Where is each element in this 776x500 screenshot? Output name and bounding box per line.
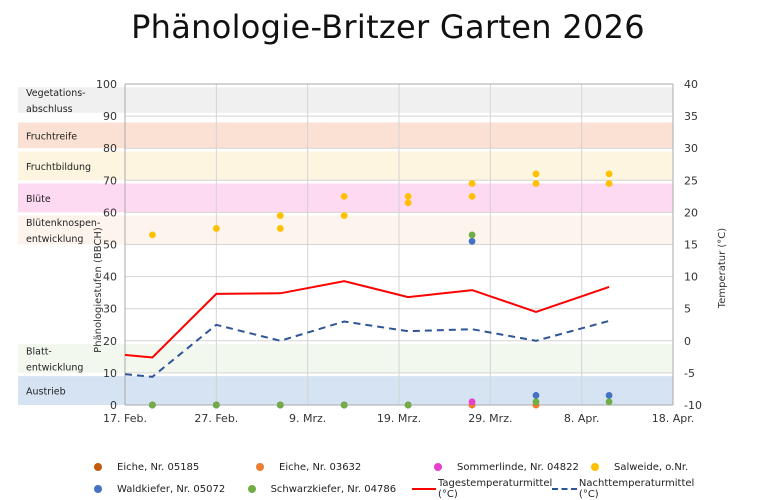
y-tick-label: 20 (103, 335, 117, 348)
data-point (605, 180, 613, 187)
x-tick-label: 8. Apr. (564, 412, 600, 425)
data-point (276, 225, 284, 232)
x-tick-label: 27. Feb. (194, 412, 238, 425)
data-point (605, 398, 613, 406)
y2-axis-title: Temperatur (°C) (717, 228, 728, 309)
data-point (340, 192, 348, 200)
data-point (468, 398, 476, 406)
data-point (468, 180, 476, 187)
x-tick-label: 17. Feb. (103, 412, 147, 425)
chart-title: Phänologie-Britzer Garten 2026 (131, 8, 645, 46)
band-label: Vegetations- (26, 88, 86, 99)
legend-marker-icon (247, 485, 256, 493)
legend-item-schwarzkiefer: Schwarzkiefer, Nr. 04786 (244, 484, 413, 495)
y2-tick-label: 25 (684, 174, 698, 187)
data-point (532, 180, 540, 187)
data-point (276, 212, 284, 220)
band-label: Blüte (26, 194, 51, 205)
data-point (468, 237, 476, 245)
legend-row-1: Eiche, Nr. 05185 Eiche, Nr. 03632 Sommer… (90, 456, 710, 478)
data-point (532, 170, 540, 178)
y-tick-label: 40 (103, 271, 117, 284)
data-point (149, 231, 156, 239)
band-4 (18, 215, 673, 245)
y2-tick-label: -10 (684, 399, 702, 412)
data-point (532, 391, 540, 399)
data-point (149, 401, 156, 409)
y-axis-title: Phänologiestufen (BBCH) (93, 227, 104, 353)
band-label: Blütenknospen- (26, 218, 100, 229)
legend-item-eiche-03632: Eiche, Nr. 03632 (252, 462, 430, 473)
x-tick-label: 18. Apr. (652, 412, 695, 425)
y2-tick-label: 0 (684, 335, 691, 348)
legend-dashed-line-icon (552, 488, 577, 490)
band-0 (18, 87, 673, 113)
legend-marker-icon (94, 485, 102, 493)
legend-solid-line-icon (412, 488, 436, 490)
y-tick-label: 60 (103, 206, 117, 219)
data-point (605, 170, 613, 178)
legend-marker-icon (256, 463, 264, 471)
y2-tick-label: 30 (684, 142, 698, 155)
band-5 (18, 344, 673, 373)
y2-tick-label: 15 (684, 239, 698, 252)
data-point (605, 391, 613, 399)
band-label: entwicklung (26, 234, 83, 245)
legend-item-nachttemperatur: Nachttemperaturmittel (°C) (552, 478, 710, 500)
y-tick-label: 70 (103, 174, 117, 187)
band-label: Austrieb (26, 387, 66, 398)
legend-item-salweide: Salweide, o.Nr. (587, 462, 688, 473)
legend-item-tagestemperatur: Tagestemperaturmittel (°C) (412, 478, 552, 500)
band-label: entwicklung (26, 362, 83, 373)
data-point (468, 192, 476, 200)
data-point (404, 401, 412, 409)
legend-item-waldkiefer: Waldkiefer, Nr. 05072 (90, 484, 244, 495)
y-tick-label: 50 (103, 239, 117, 252)
data-point (212, 225, 220, 232)
y2-tick-label: -5 (684, 367, 695, 380)
chart-plot: Vegetations-abschluss Fruchtreife Fruchtbi… (18, 78, 728, 425)
night-temperature-line (124, 319, 610, 378)
legend-item-eiche-05185: Eiche, Nr. 05185 (90, 462, 252, 473)
legend-marker-icon (591, 463, 599, 471)
legend-row-2: Waldkiefer, Nr. 05072 Schwarzkiefer, Nr.… (90, 478, 710, 500)
y-tick-label: 0 (110, 399, 117, 412)
band-label: Blatt- (26, 346, 52, 357)
data-point (468, 231, 476, 239)
data-point (212, 401, 220, 409)
band-2 (18, 151, 673, 181)
y-tick-label: 30 (103, 303, 117, 316)
y-tick-label: 80 (103, 142, 117, 155)
y2-tick-label: 10 (684, 271, 698, 284)
legend-marker-icon (94, 463, 102, 471)
data-point (404, 192, 412, 200)
y-tick-label: 100 (96, 78, 117, 91)
day-temperature-line (124, 280, 610, 359)
data-point (404, 199, 412, 207)
x-tick-label: 29. Mrz. (468, 412, 512, 425)
y-tick-label: 10 (103, 367, 117, 380)
y2-tick-label: 5 (684, 303, 691, 316)
y2-tick-label: 20 (684, 206, 698, 219)
data-point (532, 398, 540, 406)
band-label: abschluss (26, 104, 73, 115)
band-6 (18, 376, 673, 405)
y2-tick-label: 35 (684, 110, 698, 123)
legend-marker-icon (434, 463, 442, 471)
band-label: Fruchtreife (26, 131, 77, 142)
legend-item-sommerlinde: Sommerlinde, Nr. 04822 (430, 462, 587, 473)
chart-legend: Eiche, Nr. 05185 Eiche, Nr. 03632 Sommer… (90, 456, 710, 500)
data-point (340, 401, 348, 409)
data-point (340, 212, 348, 220)
y-tick-label: 90 (103, 110, 117, 123)
band-label: Fruchtbildung (26, 162, 91, 173)
x-tick-label: 19. Mrz. (377, 412, 421, 425)
y2-tick-label: 40 (684, 78, 698, 91)
x-tick-label: 9. Mrz. (289, 412, 326, 425)
band-1 (18, 122, 673, 149)
data-point (276, 401, 284, 409)
